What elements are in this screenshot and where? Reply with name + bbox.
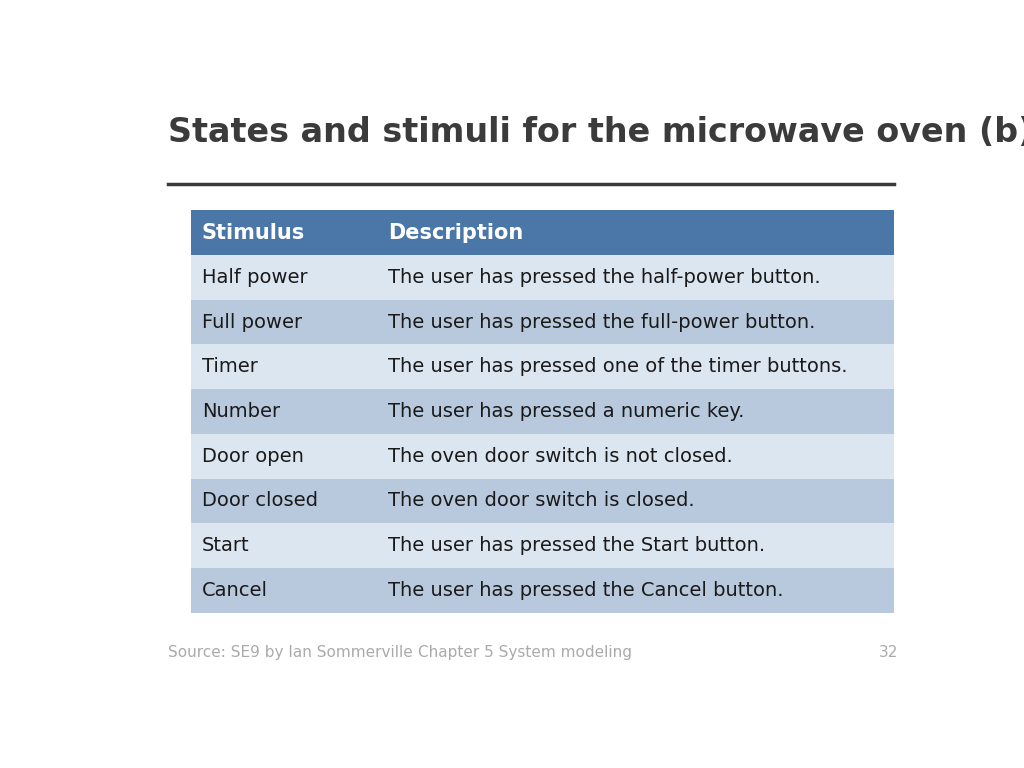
FancyBboxPatch shape xyxy=(191,255,894,300)
Text: Cancel: Cancel xyxy=(202,581,268,600)
Text: States and stimuli for the microwave oven (b): States and stimuli for the microwave ove… xyxy=(168,116,1024,149)
Text: The oven door switch is closed.: The oven door switch is closed. xyxy=(388,492,694,511)
Text: Timer: Timer xyxy=(202,357,258,376)
Text: The user has pressed the half-power button.: The user has pressed the half-power butt… xyxy=(388,268,820,287)
FancyBboxPatch shape xyxy=(191,523,894,568)
Text: The user has pressed one of the timer buttons.: The user has pressed one of the timer bu… xyxy=(388,357,848,376)
Text: Number: Number xyxy=(202,402,280,421)
Text: Door open: Door open xyxy=(202,447,304,465)
Text: 32: 32 xyxy=(879,645,898,660)
Text: Door closed: Door closed xyxy=(202,492,317,511)
Text: The user has pressed a numeric key.: The user has pressed a numeric key. xyxy=(388,402,744,421)
FancyBboxPatch shape xyxy=(191,434,894,478)
FancyBboxPatch shape xyxy=(191,568,894,613)
FancyBboxPatch shape xyxy=(191,210,894,255)
Text: Source: SE9 by Ian Sommerville: Source: SE9 by Ian Sommerville xyxy=(168,645,413,660)
FancyBboxPatch shape xyxy=(191,478,894,523)
Text: Description: Description xyxy=(388,223,523,243)
Text: Stimulus: Stimulus xyxy=(202,223,305,243)
FancyBboxPatch shape xyxy=(191,389,894,434)
Text: The user has pressed the Cancel button.: The user has pressed the Cancel button. xyxy=(388,581,783,600)
Text: The user has pressed the Start button.: The user has pressed the Start button. xyxy=(388,536,765,555)
Text: The oven door switch is not closed.: The oven door switch is not closed. xyxy=(388,447,733,465)
FancyBboxPatch shape xyxy=(191,300,894,345)
FancyBboxPatch shape xyxy=(191,345,894,389)
Text: The user has pressed the full-power button.: The user has pressed the full-power butt… xyxy=(388,313,815,332)
Text: Full power: Full power xyxy=(202,313,302,332)
Text: Start: Start xyxy=(202,536,250,555)
Text: Chapter 5 System modeling: Chapter 5 System modeling xyxy=(418,645,632,660)
Text: Half power: Half power xyxy=(202,268,307,287)
